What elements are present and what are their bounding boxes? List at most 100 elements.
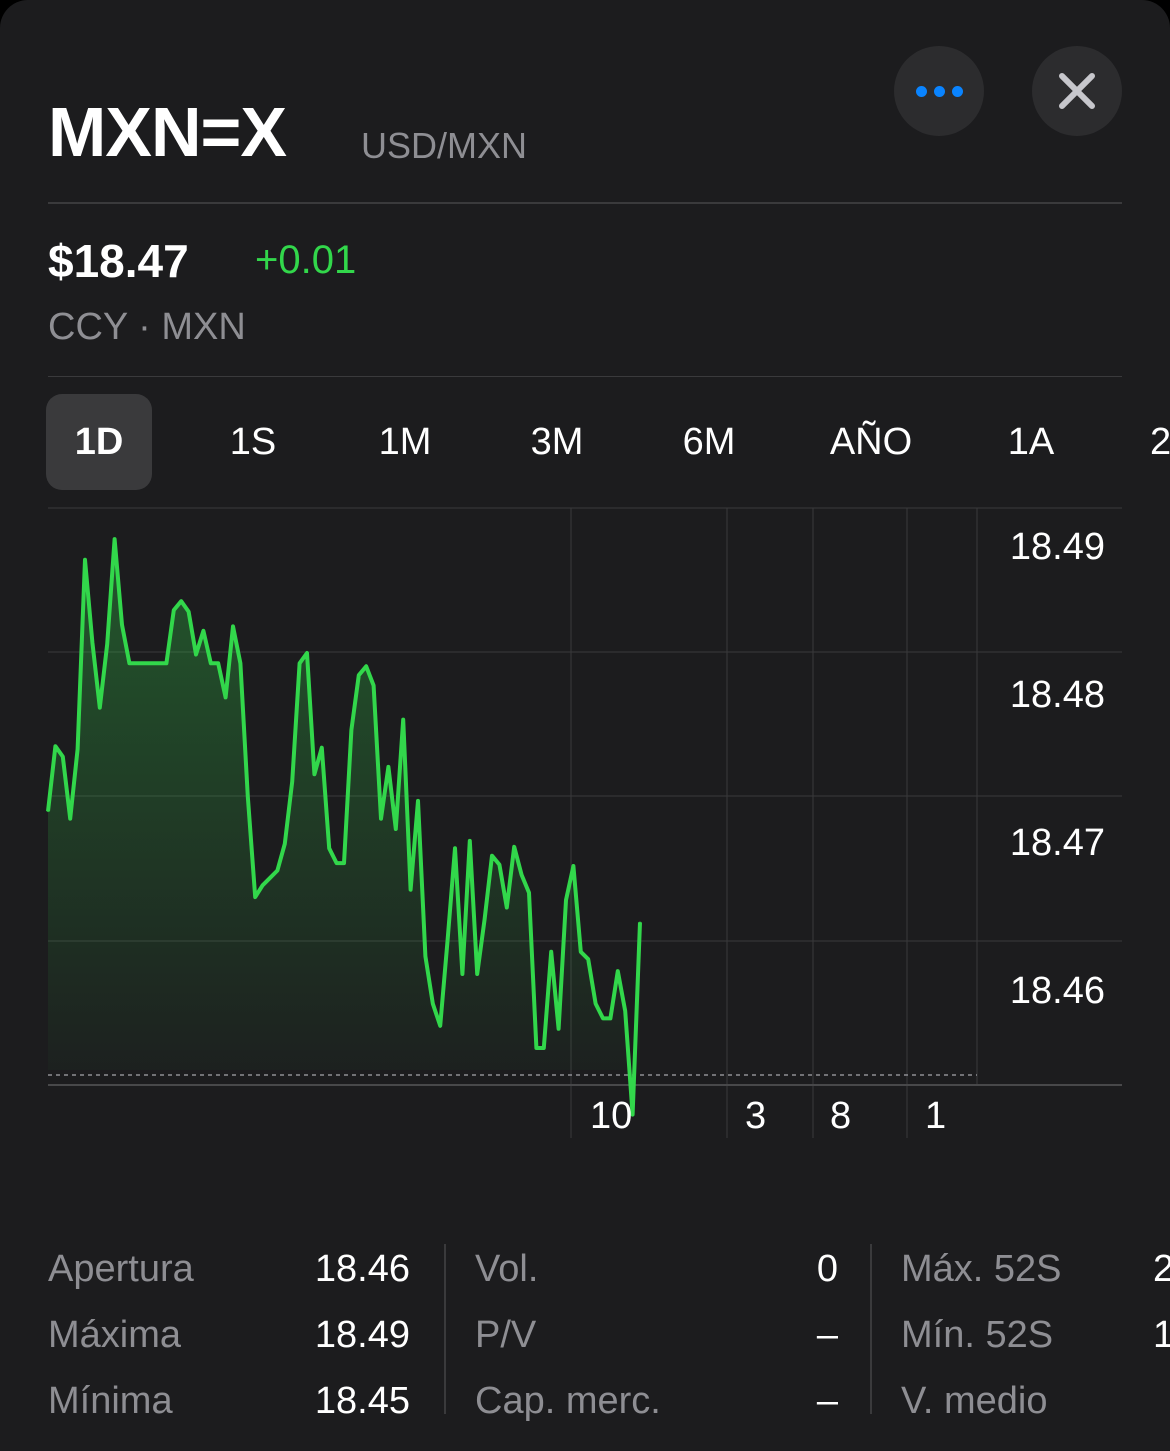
quote-divider xyxy=(48,376,1122,377)
stat-value-mktcap: – xyxy=(816,1380,838,1422)
price-point xyxy=(469,840,471,842)
range-3m[interactable]: 3M xyxy=(530,420,584,463)
price-point xyxy=(528,891,530,894)
range-1m[interactable]: 1M xyxy=(378,420,432,463)
price-point xyxy=(380,817,382,820)
price-point xyxy=(136,662,138,665)
price-point xyxy=(143,662,145,665)
x-tick-label: 3 xyxy=(745,1095,766,1137)
price-point xyxy=(624,1010,626,1012)
price-point xyxy=(365,665,368,668)
price-point xyxy=(580,951,582,953)
price-chart[interactable]: 18.49 18.48 18.47 18.46 10 3 8 1 xyxy=(0,500,1170,1150)
price-point xyxy=(84,559,86,561)
price-point xyxy=(587,958,589,960)
price-point xyxy=(358,674,360,676)
range-1a[interactable]: 1A xyxy=(1007,420,1055,463)
price-point xyxy=(62,755,64,758)
price-point xyxy=(106,643,108,645)
stat-label-low: Mínima xyxy=(48,1380,173,1422)
price-point xyxy=(150,662,153,665)
range-1d[interactable]: 1D xyxy=(46,394,152,490)
symbol-subtitle: USD/MXN xyxy=(361,125,528,166)
y-tick-label: 18.49 xyxy=(1010,526,1105,568)
range-ytd[interactable]: AÑO xyxy=(829,420,913,463)
stat-label-open: Apertura xyxy=(48,1248,194,1290)
x-tick-label: 8 xyxy=(830,1095,851,1137)
stat-label-mktcap: Cap. merc. xyxy=(475,1380,661,1422)
price-point xyxy=(276,869,279,872)
y-tick-label: 18.48 xyxy=(1010,674,1105,716)
stat-value-high: 18.49 xyxy=(314,1314,410,1356)
stat-value-open: 18.46 xyxy=(314,1248,410,1290)
stat-label-52w-high: Máx. 52S xyxy=(901,1248,1062,1290)
price-point xyxy=(269,877,271,879)
y-tick-label: 18.47 xyxy=(1010,822,1105,864)
price-point xyxy=(195,653,197,656)
stat-label-52w-low: Mín. 52S xyxy=(901,1314,1054,1356)
price-point xyxy=(409,888,412,891)
ellipsis-icon xyxy=(915,85,963,97)
price-point xyxy=(491,854,493,857)
price-point xyxy=(483,918,486,921)
price-point xyxy=(298,662,301,665)
price-point xyxy=(476,973,479,975)
price-point xyxy=(69,817,71,820)
price-point xyxy=(165,662,168,665)
price-point xyxy=(113,538,116,540)
price-point xyxy=(432,1002,434,1005)
stat-label-pe: P/V xyxy=(475,1314,537,1356)
price-point xyxy=(328,847,331,850)
price-point xyxy=(91,641,94,644)
stat-value-low: 18.45 xyxy=(314,1380,410,1422)
price-point xyxy=(291,780,294,783)
price-point xyxy=(609,1017,612,1020)
stat-value-52w-low: 1 xyxy=(1153,1314,1170,1356)
header-divider xyxy=(48,202,1122,204)
price-point xyxy=(180,600,182,602)
price-point xyxy=(54,745,57,747)
price-point xyxy=(543,1047,545,1049)
close-button[interactable] xyxy=(1032,46,1122,136)
price-point xyxy=(594,1002,597,1005)
range-1s[interactable]: 1S xyxy=(229,420,277,463)
stat-label-high: Máxima xyxy=(48,1314,182,1356)
price-point xyxy=(128,662,131,665)
price-point xyxy=(313,773,316,776)
price-point xyxy=(395,828,397,830)
price-point xyxy=(617,970,619,972)
stats-separator-2 xyxy=(870,1244,872,1414)
x-tick-label: 10 xyxy=(590,1095,632,1137)
price-point xyxy=(47,810,49,813)
price-point xyxy=(557,1028,560,1030)
stats-separator-1 xyxy=(444,1244,446,1414)
more-button[interactable] xyxy=(894,46,984,136)
range-selector: 1D 1S 1M 3M 6M AÑO 1A 2 xyxy=(0,394,1170,490)
price-point xyxy=(239,662,242,665)
x-tick-label: 1 xyxy=(925,1095,946,1137)
price-point xyxy=(173,609,175,611)
range-6m[interactable]: 6M xyxy=(682,420,736,463)
price-point xyxy=(210,662,212,665)
price-point xyxy=(224,696,227,699)
current-price: $18.47 xyxy=(48,235,189,287)
price-point xyxy=(631,1113,634,1116)
price-point xyxy=(565,899,567,901)
price-point xyxy=(439,1025,442,1027)
range-2a[interactable]: 2 xyxy=(1150,420,1170,463)
price-area xyxy=(48,539,640,1115)
price-point xyxy=(321,746,323,749)
close-icon xyxy=(1059,73,1095,109)
price-point xyxy=(247,795,249,798)
stat-value-volume: 0 xyxy=(816,1248,838,1290)
price-point xyxy=(402,718,405,721)
price-points xyxy=(47,538,641,1116)
price-point xyxy=(417,800,419,802)
price-point xyxy=(202,630,205,632)
price-point xyxy=(424,955,427,958)
price-point xyxy=(261,884,264,887)
price-point xyxy=(520,874,523,876)
price-point xyxy=(535,1047,538,1049)
price-point xyxy=(217,662,219,665)
